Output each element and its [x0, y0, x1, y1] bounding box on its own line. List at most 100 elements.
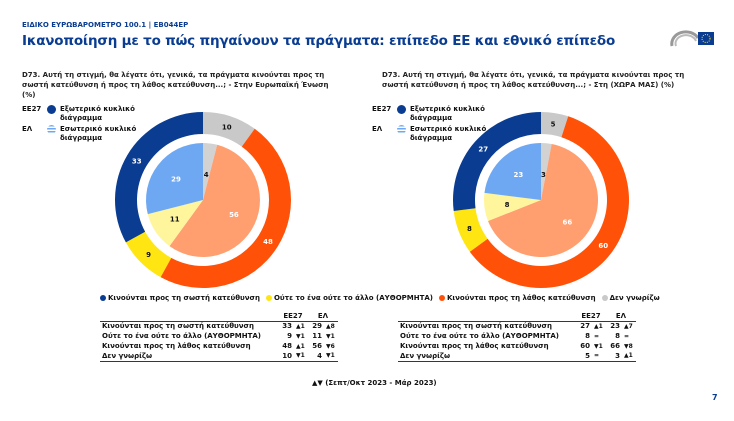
value-eu27: 8 — [585, 332, 590, 340]
inner-label-wrong-direction: 66 — [562, 218, 572, 226]
page-number: 7 — [712, 393, 718, 402]
outer-label-right-direction: 33 — [132, 157, 142, 165]
chart-legend: Κινούνται προς τη σωστή κατεύθυνση Ούτε … — [100, 294, 660, 302]
value-el: 66 — [610, 342, 620, 350]
eu-dot-icon — [47, 105, 56, 114]
outer-label-dont-know: 10 — [222, 123, 232, 131]
inner-label-dont-know: 4 — [204, 171, 209, 179]
table-header: ΕΕ27 ΕΛ — [398, 312, 636, 321]
col-header-eu27: ΕΕ27 — [581, 312, 601, 321]
outer-key-text: Εξωτερικό κυκλικό διάγραμμα — [60, 105, 135, 122]
outer-label-neither: 9 — [146, 251, 151, 259]
value-eu27: 9 — [287, 332, 292, 340]
value-eu27: 60 — [580, 342, 590, 350]
outer-slice-right-direction — [453, 112, 541, 212]
table-row: Δεν γνωρίζω 5 = 3 ▲1 — [398, 351, 636, 362]
outer-slice-dont-know — [203, 112, 255, 147]
inner-label-right-direction: 29 — [171, 176, 181, 184]
ring-key-right: ΕΕ27 Εξωτερικό κυκλικό διάγραμμα ΕΛ Εσωτερ… — [372, 105, 494, 145]
outer-label-dont-know: 5 — [551, 120, 556, 128]
question-national: D73. Αυτή τη στιγμή, θα λέγατε ότι, γενι… — [382, 71, 685, 89]
outer-key-label: ΕΕ27 — [372, 105, 392, 113]
inner-slice-neither — [484, 192, 541, 221]
change-note: ▲▼ (Σεπτ/Οκτ 2023 - Μάρ 2023) — [312, 379, 437, 387]
page-title: Ικανοποίηση με το πώς πηγαίνουν τα πράγμ… — [22, 33, 616, 49]
table-row: Κινούνται προς τη λάθος κατεύθυνση 48 ▲1 56… — [100, 341, 338, 351]
inner-slice-right-direction — [146, 143, 203, 215]
row-label: Δεν γνωρίζω — [100, 351, 278, 362]
survey-label: ΕΙΔΙΚΟ ΕΥΡΩΒΑΡΟΜΕΤΡΟ 100.1 | EB044EP — [22, 21, 189, 29]
value-el: 3 — [606, 351, 622, 362]
value-eu27: 33 — [278, 320, 294, 331]
donut-chart-national: 5 60 8 27 3 66 8 23 — [453, 112, 629, 288]
value-eu27: 10 — [278, 351, 294, 362]
inner-slice-dont-know — [203, 143, 218, 200]
outer-label-wrong-direction: 60 — [598, 242, 608, 250]
value-el: 4 — [308, 351, 324, 362]
inner-slice-dont-know — [541, 143, 552, 200]
table-row: Ούτε το ένα ούτε το άλλο (ΑΥΘΟΡΜΗΤΑ) 9 ▼1 1… — [100, 331, 338, 341]
outer-label-right-direction: 27 — [478, 146, 488, 154]
outer-slice-right-direction — [114, 112, 203, 243]
greek-flag-icon — [397, 125, 406, 134]
value-el: 23 — [606, 320, 622, 331]
inner-key-label: ΕΛ — [22, 125, 33, 133]
row-label: Δεν γνωρίζω — [398, 351, 576, 362]
change-eu27: ▲1 — [296, 342, 305, 350]
outer-key-text: Εξωτερικό κυκλικό διάγραμμα — [410, 105, 485, 122]
col-header-eu27: ΕΕ27 — [283, 312, 303, 321]
outer-label-neither: 8 — [467, 225, 472, 233]
european-parliament-logo — [668, 28, 716, 52]
row-label: Κινούνται προς τη σωστή κατεύθυνση — [100, 320, 278, 331]
change-el: ▼1 — [324, 351, 338, 362]
col-header-el: ΕΛ — [615, 312, 627, 321]
value-el: 56 — [312, 342, 322, 350]
legend-item-neither: Ούτε το ένα ούτε το άλλο (ΑΥΘΟΡΜΗΤΑ) — [265, 294, 433, 302]
greek-flag-icon — [47, 125, 56, 134]
inner-slice-wrong-direction — [169, 144, 261, 257]
inner-label-dont-know: 3 — [541, 171, 546, 179]
outer-slice-neither — [453, 208, 488, 252]
ring-key-left: ΕΕ27 Εξωτερικό κυκλικό διάγραμμα ΕΛ Εσωτερ… — [22, 105, 144, 145]
change-eu27: ▲1 — [294, 320, 308, 331]
col-header-el: ΕΛ — [317, 312, 329, 321]
table-row: Κινούνται προς τη σωστή κατεύθυνση 33 ▲1 29… — [100, 320, 338, 331]
inner-key-text: Εσωτερικό κυκλικό διάγραμμα — [410, 125, 487, 142]
table-national: ΕΕ27 ΕΛ Κινούνται προς τη σωστή κατεύθυνση… — [398, 312, 636, 362]
inner-key-text: Εσωτερικό κυκλικό διάγραμμα — [60, 125, 137, 142]
table-row: Κινούνται προς τη λάθος κατεύθυνση 60 ▼1 66… — [398, 341, 636, 351]
inner-label-neither: 11 — [170, 216, 180, 224]
donut-chart-eu: 10 48 9 33 4 56 11 29 — [114, 112, 292, 288]
table-header: ΕΕ27 ΕΛ — [100, 312, 338, 321]
value-eu27: 27 — [576, 320, 592, 331]
change-el: ▼1 — [326, 332, 335, 340]
change-el: ▼6 — [326, 342, 335, 350]
outer-slice-wrong-direction — [160, 128, 292, 288]
row-label: Κινούνται προς τη λάθος κατεύθυνση — [102, 342, 251, 350]
outer-slice-dont-know — [541, 112, 569, 138]
inner-slice-neither — [147, 200, 203, 247]
change-eu27: = — [594, 332, 600, 340]
table-eu: ΕΕ27 ΕΛ Κινούνται προς τη σωστή κατεύθυνση… — [100, 312, 338, 362]
change-el: ▼8 — [624, 342, 633, 350]
question-eu: D73. Αυτή τη στιγμή, θα λέγατε ότι, γενι… — [22, 71, 329, 99]
legend-item-right-direction: Κινούνται προς τη σωστή κατεύθυνση — [100, 294, 260, 302]
change-el: ▲7 — [622, 320, 636, 331]
table-row: Κινούνται προς τη σωστή κατεύθυνση 27 ▲1 23… — [398, 320, 636, 331]
inner-label-right-direction: 23 — [514, 171, 524, 179]
change-el: = — [624, 332, 630, 340]
row-label: Κινούνται προς τη λάθος κατεύθυνση — [400, 342, 549, 350]
change-el: ▲8 — [324, 320, 338, 331]
change-eu27: ▼1 — [594, 342, 603, 350]
row-label: Κινούνται προς τη σωστή κατεύθυνση — [398, 320, 576, 331]
eu-dot-icon — [397, 105, 406, 114]
outer-key-label: ΕΕ27 — [22, 105, 42, 113]
inner-slice-right-direction — [484, 143, 541, 200]
row-label: Ούτε το ένα ούτε το άλλο (ΑΥΘΟΡΜΗΤΑ) — [400, 332, 560, 340]
row-label: Ούτε το ένα ούτε το άλλο (ΑΥΘΟΡΜΗΤΑ) — [102, 332, 262, 340]
value-el: 11 — [312, 332, 322, 340]
outer-slice-neither — [125, 231, 172, 278]
legend-item-wrong-direction: Κινούνται προς τη λάθος κατεύθυνση — [439, 294, 596, 302]
inner-label-neither: 8 — [505, 201, 510, 209]
inner-key-label: ΕΛ — [372, 125, 383, 133]
